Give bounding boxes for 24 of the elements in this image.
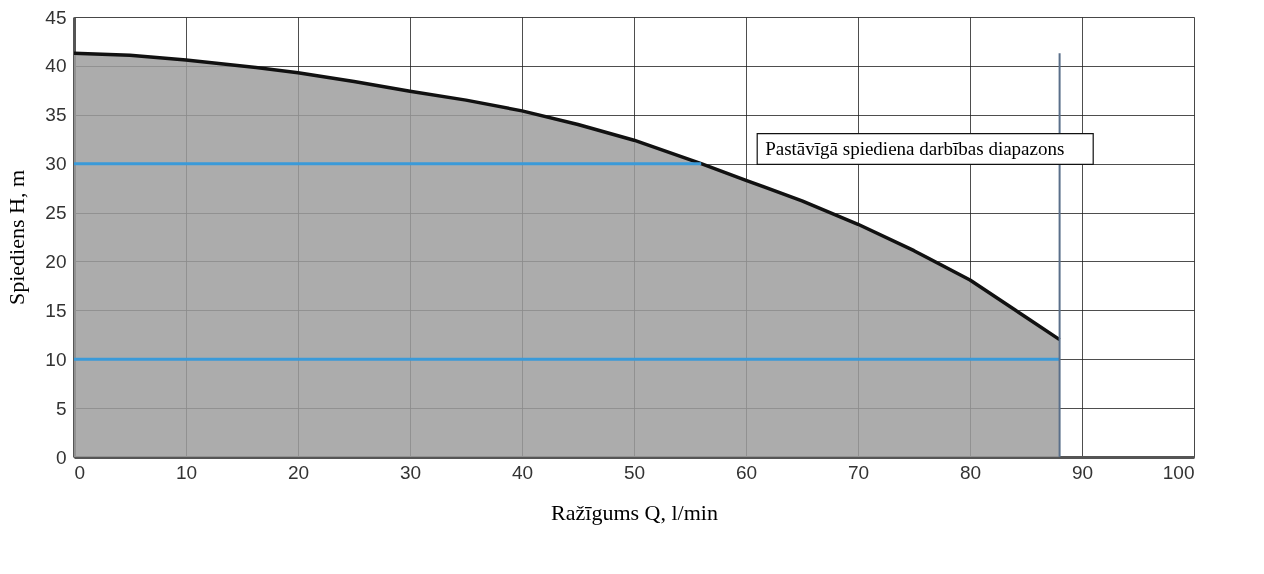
- x-tick-label: 80: [959, 461, 982, 483]
- x-tick-label: 0: [74, 461, 86, 483]
- x-tick-label: 60: [735, 461, 758, 483]
- x-tick-label: 40: [511, 461, 534, 483]
- x-axis-title: Ražīgums Q, l/min: [551, 499, 718, 525]
- y-tick-label: 10: [45, 348, 67, 370]
- y-tick-label: 45: [45, 6, 67, 28]
- y-tick-label: 15: [45, 299, 67, 321]
- y-tick-label: 35: [45, 104, 67, 126]
- y-tick-label: 0: [55, 446, 67, 468]
- x-tick-label: 90: [1071, 461, 1094, 483]
- y-axis-title: Spiediens H, m: [4, 169, 30, 306]
- y-tick-label: 20: [45, 250, 67, 272]
- y-tick-label: 25: [45, 202, 67, 224]
- x-tick-label: 50: [623, 461, 646, 483]
- y-tick-label: 30: [45, 153, 67, 175]
- x-tick-label: 10: [175, 461, 198, 483]
- x-tick-label: 30: [399, 461, 422, 483]
- x-tick-label: 100: [1162, 461, 1195, 483]
- y-tick-label: 40: [45, 55, 67, 77]
- y-tick-label: 5: [55, 397, 67, 419]
- annotation: Pastāvīgā spiediena darbības diapazons: [765, 138, 1065, 159]
- x-tick-label: 20: [287, 461, 310, 483]
- x-tick-label: 70: [847, 461, 870, 483]
